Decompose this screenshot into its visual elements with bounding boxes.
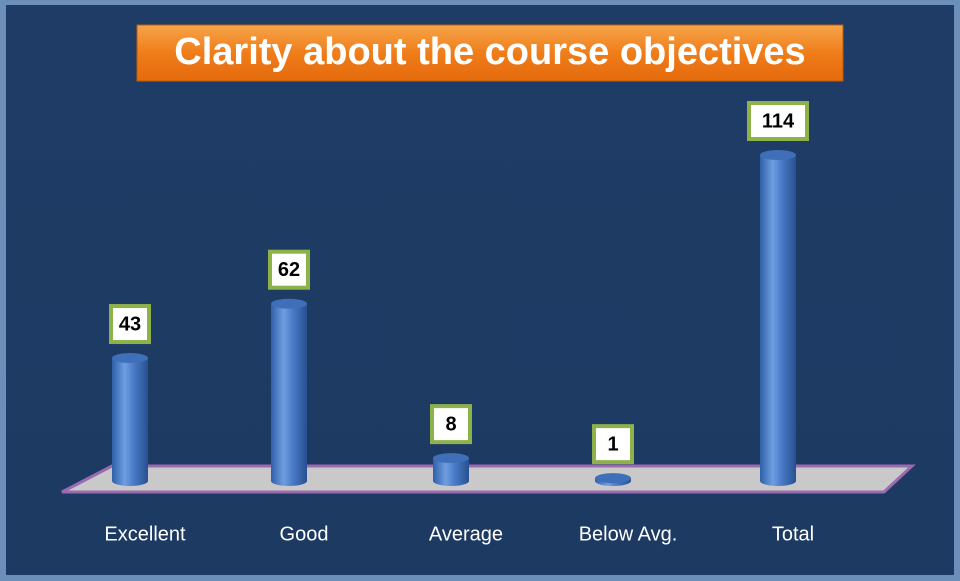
title-box [136,24,844,82]
x-tick-label: Average [429,523,503,545]
x-tick-label: Total [772,523,814,545]
bar [760,150,796,486]
data-label-box [592,424,634,465]
bars: Excellent 43 Good 62 Average 8 Below Avg. 1 Tota… [104,101,814,545]
bar-top [271,298,307,309]
bar-top [595,473,631,484]
data-label: 62 [278,259,300,281]
bar [271,298,307,486]
data-label-box [747,101,809,141]
bar-body [760,155,796,486]
x-tick-label: Excellent [104,523,186,545]
data-label-box [268,249,310,290]
bar [112,353,148,486]
data-label: 8 [445,413,456,435]
data-label: 43 [119,313,141,335]
data-label-box [430,404,472,445]
bar-body [271,303,307,486]
chart-title: Clarity about the course objectives [174,31,805,73]
x-tick-label: Good [280,523,329,545]
x-tick-label: Below Avg. [579,523,678,545]
data-label-box [109,304,151,345]
bar [595,473,631,486]
data-label: 1 [607,433,618,455]
bar [433,453,469,486]
bar-top [112,353,148,364]
bar-body [433,458,469,486]
bar-top [760,150,796,160]
bar-top [433,453,469,464]
data-label: 114 [762,110,795,132]
bar-body [112,358,148,486]
